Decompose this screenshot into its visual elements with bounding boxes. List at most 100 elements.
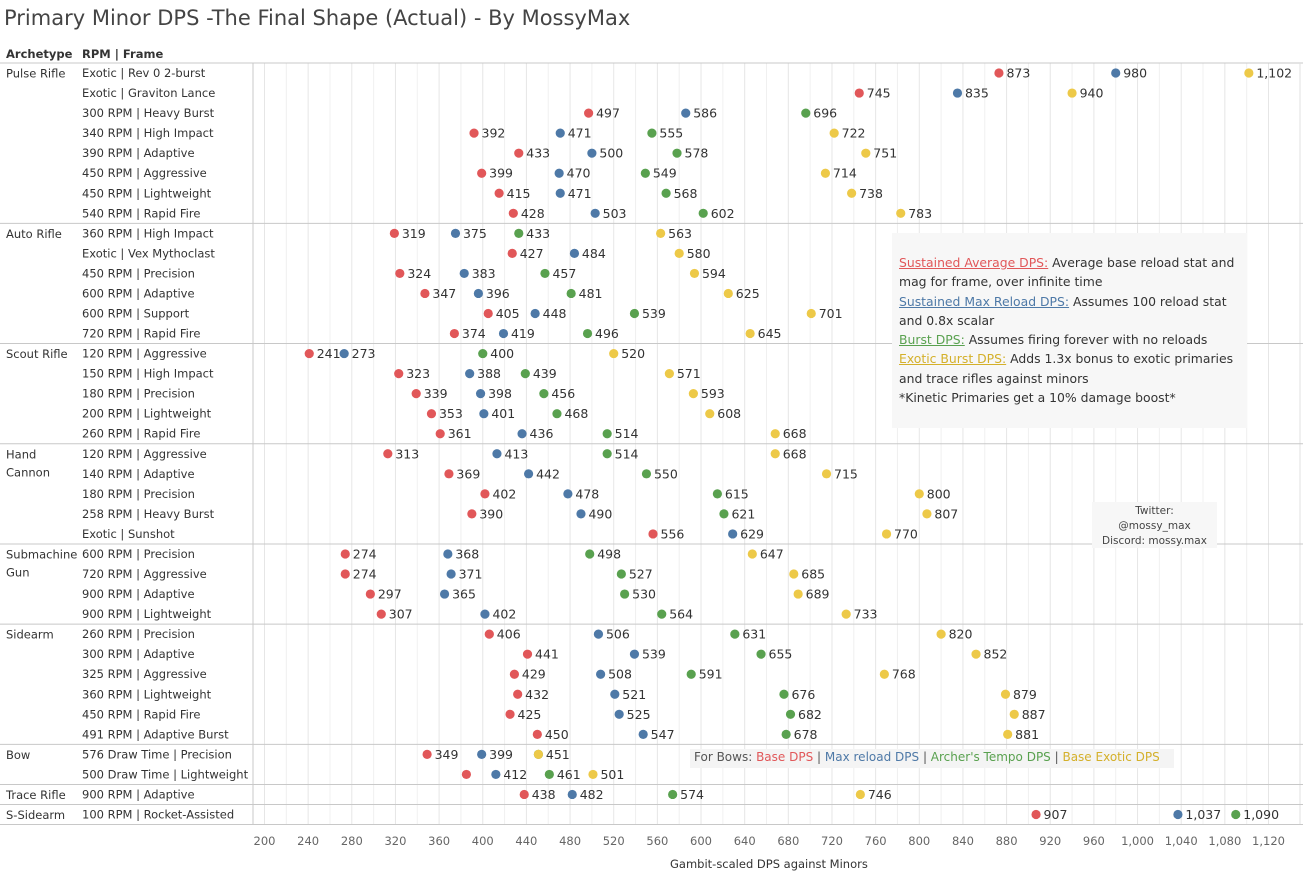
data-label: 501 <box>600 767 624 782</box>
data-point <box>674 248 684 258</box>
x-tick-label: 400 <box>472 834 494 848</box>
frame-label: 720 RPM | Rapid Fire <box>82 327 200 341</box>
frame-label: 491 RPM | Adaptive Burst <box>82 727 229 741</box>
legend-max-text: Assumes 100 reload stat <box>1069 293 1227 309</box>
data-label: 349 <box>435 747 459 762</box>
frame-label: 900 RPM | Adaptive <box>82 787 195 801</box>
archetype-label: Auto Rifle <box>6 227 62 241</box>
data-label: 539 <box>642 306 666 321</box>
data-label: 1,090 <box>1243 807 1279 822</box>
data-point <box>712 489 722 499</box>
data-label: 602 <box>711 206 735 221</box>
data-point <box>478 348 488 359</box>
archetype-label: Gun <box>6 565 30 579</box>
data-label: 482 <box>580 787 604 802</box>
data-point <box>539 389 549 399</box>
data-label: 770 <box>894 526 918 541</box>
data-point <box>770 429 780 439</box>
data-label: 701 <box>819 306 843 321</box>
data-label: 835 <box>965 86 989 101</box>
data-label: 399 <box>489 747 513 762</box>
data-point <box>563 489 573 499</box>
data-point <box>914 489 924 499</box>
data-label: 722 <box>842 126 866 141</box>
x-tick-label: 600 <box>690 834 712 848</box>
data-point <box>483 308 493 319</box>
frame-label: 360 RPM | Lightweight <box>82 687 212 701</box>
data-point <box>629 649 640 659</box>
x-tick-label: 680 <box>777 834 799 848</box>
data-label: 347 <box>432 286 456 301</box>
data-point <box>971 649 981 659</box>
x-tick-label: 800 <box>908 834 930 848</box>
data-point <box>841 609 851 619</box>
data-point <box>395 268 405 279</box>
data-point <box>465 369 475 379</box>
data-point <box>376 609 386 619</box>
data-label: 682 <box>798 707 822 722</box>
archetype-label: Hand <box>6 447 36 461</box>
frame-label: 360 RPM | High Impact <box>82 226 214 240</box>
archetype-label: Cannon <box>6 465 50 479</box>
data-point <box>450 228 461 238</box>
data-point <box>530 308 540 319</box>
data-point <box>533 749 544 759</box>
data-label: 371 <box>459 567 483 582</box>
data-label: 873 <box>1006 66 1030 81</box>
data-point <box>1173 809 1183 820</box>
x-tick-label: 1,120 <box>1252 834 1285 848</box>
bows-prefix: For Bows: <box>694 750 753 764</box>
data-label: 456 <box>551 386 575 401</box>
data-label: 539 <box>642 647 666 662</box>
data-point <box>1067 88 1077 98</box>
data-label: 468 <box>564 406 588 421</box>
discord-label: Discord: <box>1102 535 1146 547</box>
data-point <box>638 729 648 739</box>
data-label: 503 <box>603 206 627 221</box>
data-label: 645 <box>758 326 782 341</box>
frame-label: 900 RPM | Lightweight <box>82 607 212 621</box>
data-label: 568 <box>674 186 698 201</box>
data-label: 514 <box>615 426 639 441</box>
data-label: 1,037 <box>1185 807 1221 822</box>
data-point <box>340 569 350 579</box>
data-label: 881 <box>1015 727 1039 742</box>
frame-label: 390 RPM | Adaptive <box>82 146 195 160</box>
data-point <box>532 729 542 739</box>
data-label: 405 <box>496 306 520 321</box>
data-point <box>861 148 871 158</box>
data-point <box>664 369 674 379</box>
data-label: 319 <box>402 226 426 241</box>
bows-legend: For Bows: Base DPS | Max reload DPS | Ar… <box>690 749 1174 768</box>
data-point <box>459 268 469 279</box>
data-point <box>641 469 652 479</box>
data-point <box>952 88 963 98</box>
frame-label: 140 RPM | Adaptive <box>82 467 195 481</box>
data-point <box>552 409 562 419</box>
data-point <box>614 709 624 719</box>
data-label: 438 <box>532 787 556 802</box>
data-label: 980 <box>1123 66 1147 81</box>
archetype-label: S-Sidearm <box>6 808 65 822</box>
data-label: 500 <box>599 146 623 161</box>
data-label: 457 <box>552 266 576 281</box>
legend-exotic-key: Exotic Burst DPS: <box>899 351 1007 367</box>
data-point <box>522 649 533 659</box>
frame-label: 340 RPM | High Impact <box>82 126 214 140</box>
data-point <box>922 509 932 519</box>
x-tick-label: 520 <box>603 834 625 848</box>
data-point <box>647 128 657 138</box>
data-label: 399 <box>489 166 513 181</box>
data-point <box>519 789 529 800</box>
data-label: 428 <box>521 206 545 221</box>
data-point <box>656 228 666 238</box>
frame-label: Exotic | Graviton Lance <box>82 86 215 100</box>
x-tick-label: 480 <box>559 834 581 848</box>
frame-label: 260 RPM | Precision <box>82 627 195 641</box>
data-label: 678 <box>794 727 818 742</box>
data-label: 506 <box>606 627 630 642</box>
x-tick-label: 360 <box>428 834 450 848</box>
data-label: 668 <box>783 446 807 461</box>
data-label: 514 <box>615 446 639 461</box>
data-label: 738 <box>859 186 883 201</box>
